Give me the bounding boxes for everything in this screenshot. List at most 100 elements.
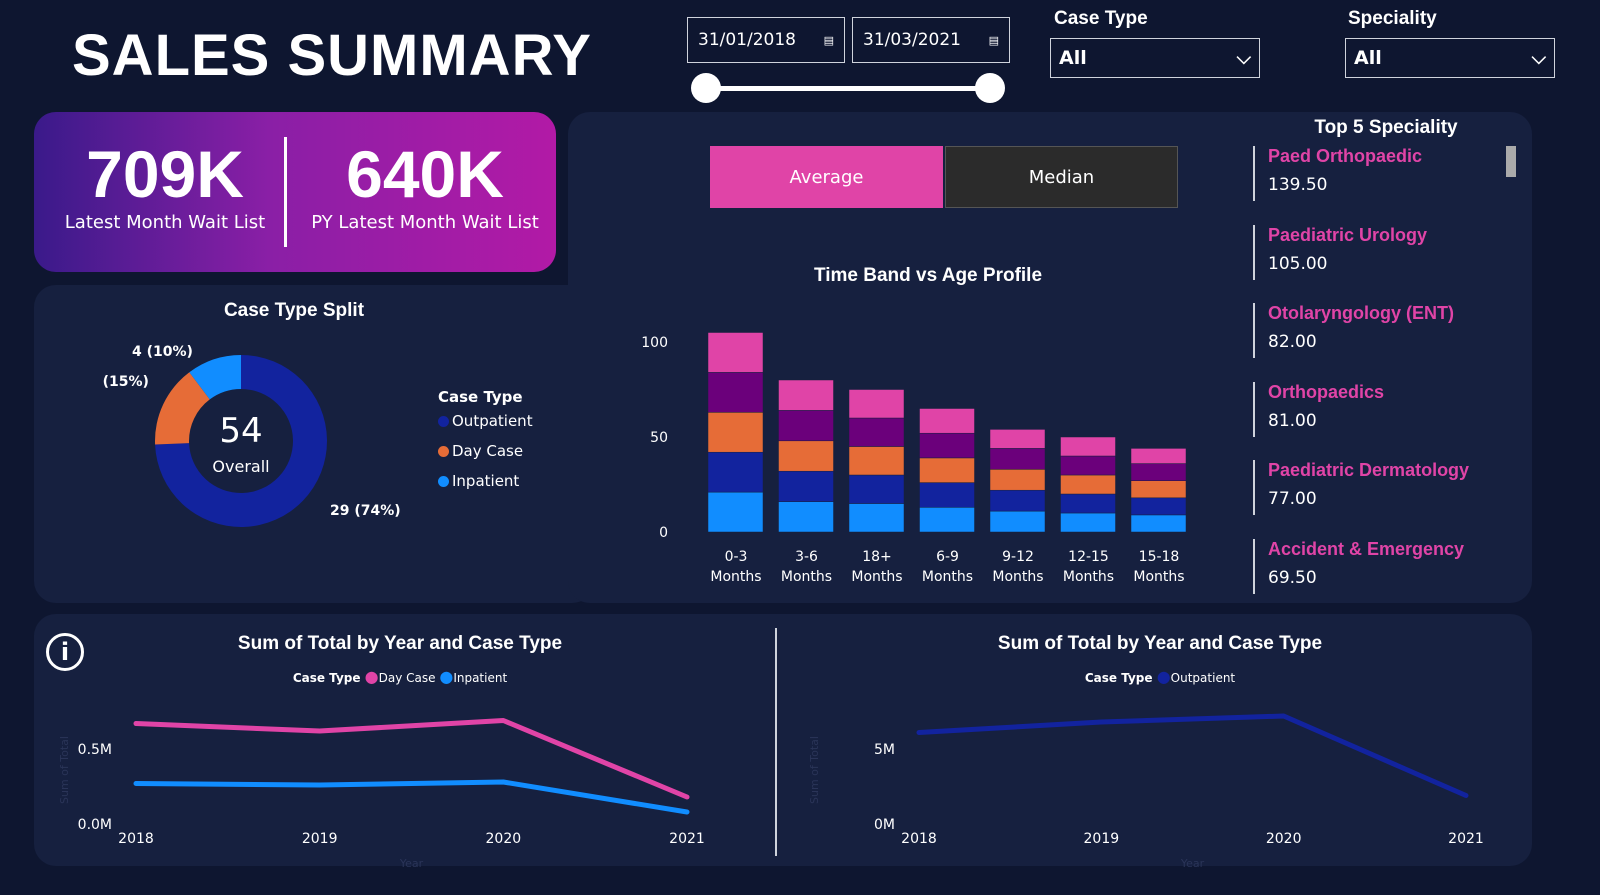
- scrollbar-thumb[interactable]: [1506, 146, 1516, 177]
- x-tick-label: 12-15 Months: [1063, 549, 1114, 585]
- speciality-divider: [1253, 538, 1255, 594]
- line-chart-day-inpatient: Sum of Total by Year and Case Type Case T…: [58, 633, 705, 870]
- bar-segment: [1130, 463, 1187, 481]
- bar-segment: [1060, 493, 1116, 514]
- bar-segment: [848, 446, 905, 476]
- speciality-name: Accident & Emergency: [1268, 538, 1465, 559]
- speciality-divider: [1253, 146, 1255, 201]
- start-date-input[interactable]: 31/01/2018 ▤: [687, 17, 845, 63]
- case-type-dropdown[interactable]: All ⌵: [1050, 38, 1260, 78]
- speciality-value: All: [1354, 47, 1382, 69]
- legend-dot: ●: [1157, 667, 1171, 686]
- bar-segment: [919, 408, 975, 434]
- chevron-down-icon: ⌵: [1531, 47, 1546, 69]
- speciality-divider: [1253, 303, 1255, 358]
- bar-segment: [1130, 480, 1187, 499]
- bar-segment: [707, 491, 764, 533]
- legend-title: Case Type: [438, 388, 523, 406]
- bar-segment: [848, 389, 905, 419]
- info-icon[interactable]: i: [46, 633, 84, 671]
- speciality-item[interactable]: Paediatric Dermatology 77.00: [1268, 460, 1469, 509]
- speciality-value: 69.50: [1268, 567, 1317, 588]
- start-date-value: 31/01/2018: [698, 30, 796, 50]
- kpi-divider: [284, 137, 287, 247]
- bar-segment: [1060, 474, 1116, 495]
- bar-segment: [778, 440, 834, 472]
- bar-segment: [989, 429, 1046, 449]
- bar-chart-title: Time Band vs Age Profile: [813, 265, 1043, 286]
- bar-segment: [778, 501, 834, 533]
- x-tick-label: 2019: [1084, 831, 1120, 847]
- date-range-slider-track[interactable]: [707, 86, 990, 91]
- date-slider-end-handle[interactable]: [975, 73, 1005, 103]
- speciality-dropdown[interactable]: All ⌵: [1345, 38, 1555, 78]
- legend-item-inpatient[interactable]: Inpatient: [438, 472, 533, 490]
- calendar-icon[interactable]: ▤: [823, 33, 834, 47]
- bar-segment: [778, 470, 834, 502]
- bar-segment: [848, 474, 905, 504]
- end-date-input[interactable]: 31/03/2021 ▤: [852, 17, 1010, 63]
- bar-segment: [989, 510, 1046, 533]
- trend-panel: [34, 614, 1532, 866]
- y-tick-label: 5M: [874, 742, 895, 758]
- x-tick-label: 2020: [486, 831, 522, 847]
- line-series-inpatient: [133, 779, 690, 815]
- x-tick-label: 0-3 Months: [710, 549, 761, 585]
- donut-center-label: Overall: [212, 457, 269, 476]
- donut-slice-outpatient: [155, 355, 327, 527]
- x-axis-label: Year: [1180, 857, 1205, 870]
- bar-segment: [707, 451, 764, 493]
- speciality-divider: [1253, 224, 1255, 280]
- speciality-item[interactable]: Paediatric Urology 105.00: [1268, 225, 1427, 274]
- speciality-filter-label: Speciality: [1348, 8, 1437, 29]
- kpi-label: Latest Month Wait List: [64, 212, 266, 233]
- x-tick-label: 2018: [901, 831, 937, 847]
- legend-title: Case Type: [293, 671, 365, 685]
- y-tick-label: 100: [641, 335, 668, 351]
- kpi-value: 640K: [346, 137, 504, 211]
- y-axis-label: Sum of Total: [58, 736, 71, 804]
- bar-segment: [778, 379, 834, 411]
- speciality-value: 77.00: [1268, 489, 1317, 509]
- x-tick-label: 2019: [302, 831, 338, 847]
- y-tick-label: 0M: [874, 817, 895, 833]
- legend-dot: ●: [439, 667, 453, 686]
- y-tick-label: 0.0M: [78, 817, 112, 833]
- legend-item-outpatient[interactable]: Outpatient: [438, 412, 533, 430]
- kpi-value: 709K: [86, 137, 244, 211]
- y-tick-label: 0: [659, 525, 668, 541]
- calendar-icon[interactable]: ▤: [988, 33, 999, 47]
- average-button[interactable]: Average: [710, 146, 943, 208]
- legend-item-day-case[interactable]: Day Case: [438, 442, 533, 460]
- donut-label-day-case: 6 (15%): [100, 374, 149, 390]
- speciality-item[interactable]: Paed Orthopaedic 139.50: [1268, 146, 1422, 195]
- date-slider-start-handle[interactable]: [691, 73, 721, 103]
- legend-item: Inpatient: [453, 671, 507, 685]
- median-button[interactable]: Median: [945, 146, 1178, 208]
- donut-legend: Case Type Outpatient Day Case Inpatient: [438, 388, 533, 502]
- bar-segment: [848, 417, 905, 447]
- kpi-card: 709K Latest Month Wait List 640K PY Late…: [34, 112, 556, 272]
- line-chart-title: Sum of Total by Year and Case Type: [238, 633, 562, 654]
- speciality-item[interactable]: Otolaryngology (ENT) 82.00: [1268, 303, 1454, 352]
- donut-label-inpatient: 4 (10%): [132, 344, 193, 360]
- kpi-latest-month: 709K Latest Month Wait List: [34, 136, 296, 233]
- speciality-item[interactable]: Accident & Emergency 69.50: [1268, 539, 1464, 588]
- y-tick-label: 50: [650, 430, 668, 446]
- bar-segment: [707, 372, 764, 413]
- speciality-divider: [1253, 460, 1255, 515]
- chevron-down-icon: ⌵: [1236, 47, 1251, 69]
- top5-title: Top 5 Speciality: [1314, 117, 1458, 138]
- legend-item: Outpatient: [1171, 671, 1236, 685]
- case-type-value: All: [1059, 47, 1087, 69]
- speciality-item[interactable]: Orthopaedics 81.00: [1268, 382, 1384, 431]
- y-axis-label: Sum of Total: [808, 736, 821, 804]
- speciality-name: Otolaryngology (ENT): [1268, 303, 1454, 323]
- speciality-name: Paediatric Dermatology: [1268, 460, 1470, 480]
- x-tick-label: 2020: [1266, 831, 1302, 847]
- speciality-value: 105.00: [1268, 253, 1328, 274]
- donut-slice-inpatient: [189, 355, 241, 400]
- legend-dot: ●: [365, 667, 379, 686]
- page-title: SALES SUMMARY: [72, 23, 592, 88]
- speciality-name: Orthopaedics: [1268, 381, 1385, 402]
